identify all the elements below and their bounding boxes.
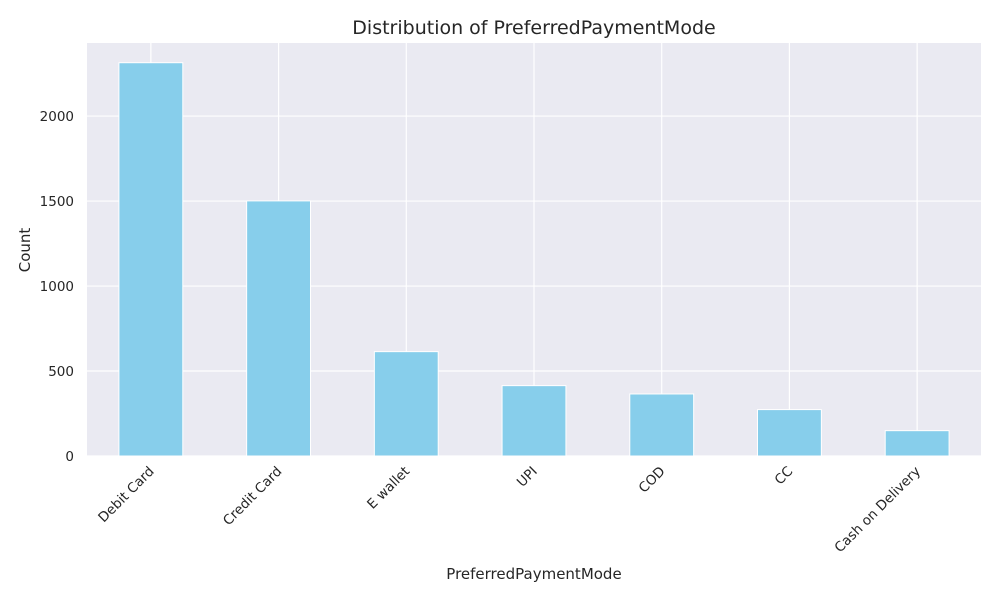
y-tick-label: 1500 xyxy=(40,194,74,210)
bar-e-wallet xyxy=(373,351,439,457)
x-tick-label: CC xyxy=(772,464,797,489)
bar-cc xyxy=(757,409,822,457)
x-tick-label: Debit Card xyxy=(95,464,157,526)
x-tick-label: E wallet xyxy=(364,464,413,513)
y-axis-label: Count xyxy=(16,228,34,273)
bar-cod xyxy=(629,393,695,457)
x-tick-label: UPI xyxy=(514,464,541,491)
x-tick-label: COD xyxy=(636,464,669,497)
bars xyxy=(118,62,950,457)
chart-title: Distribution of PreferredPaymentMode xyxy=(352,17,715,39)
x-tick-label: Credit Card xyxy=(220,464,285,529)
bar-upi xyxy=(501,385,567,457)
grid-lines xyxy=(87,43,981,457)
x-axis-label: PreferredPaymentMode xyxy=(446,565,621,583)
y-tick-label: 0 xyxy=(65,449,74,465)
bar-credit-card xyxy=(246,200,311,457)
bar-debit-card xyxy=(118,62,184,457)
y-tick-labels: 0 500 1000 1500 2000 xyxy=(40,109,74,465)
x-tick-label: Cash on Delivery xyxy=(832,464,924,556)
y-tick-label: 1000 xyxy=(40,279,74,295)
y-tick-label: 2000 xyxy=(40,109,74,125)
x-tick-labels: Debit Card Credit Card E wallet UPI COD CC Cas… xyxy=(95,464,924,556)
y-tick-label: 500 xyxy=(48,364,74,380)
bar-cash-on-delivery xyxy=(884,430,950,457)
